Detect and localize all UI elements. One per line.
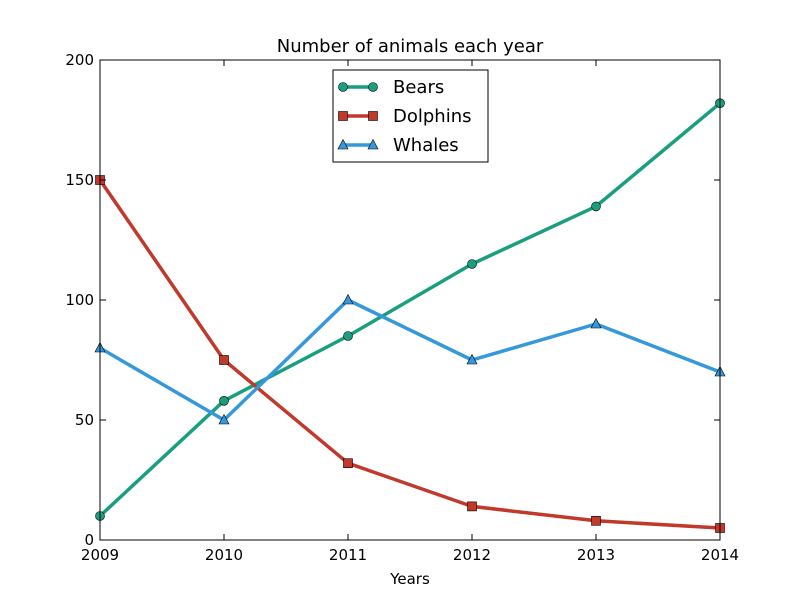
legend-label-dolphins: Dolphins [393, 106, 472, 127]
data-point-dolphins [343, 458, 353, 469]
data-point-bears [467, 259, 477, 269]
chart-title: Number of animals each year [277, 36, 544, 57]
x-tick-label: 2011 [329, 546, 367, 564]
y-tick-label: 50 [75, 411, 94, 429]
legend-marker [338, 111, 348, 121]
data-point-whales [342, 293, 354, 305]
legend: Bears Dolphins Whales [332, 69, 489, 163]
data-point-bears [219, 395, 229, 406]
x-axis-label: Years [389, 570, 430, 588]
x-tick-label: 2009 [81, 546, 119, 564]
y-axis: 0 50 100 150 200 [65, 51, 720, 549]
x-tick-label: 2013 [577, 546, 615, 564]
legend-label-whales: Whales [393, 135, 459, 156]
legend-marker [368, 82, 378, 92]
data-point-dolphins [591, 515, 601, 526]
legend-marker [338, 82, 348, 92]
data-point-dolphins [467, 501, 477, 512]
series-whales [94, 293, 726, 425]
plot-area [94, 98, 726, 533]
series-line-dolphins [100, 179, 720, 530]
data-point-whales [218, 413, 230, 425]
legend-marker [368, 111, 378, 121]
legend-label-bears: Bears [393, 77, 444, 98]
data-point-whales [466, 353, 478, 365]
x-tick-label: 2014 [701, 546, 739, 564]
legend-marker [367, 138, 379, 150]
series-line-bears [100, 101, 720, 518]
y-tick-label: 150 [65, 171, 94, 189]
data-point-dolphins [219, 355, 229, 365]
x-axis: 2009 2010 2011 2012 2013 2014 [81, 60, 739, 564]
data-point-whales [590, 317, 602, 329]
x-tick-label: 2010 [205, 546, 243, 564]
y-tick-label: 100 [65, 291, 94, 309]
series-dolphins [95, 175, 725, 533]
series-bears [95, 98, 725, 521]
x-tick-label: 2012 [453, 546, 491, 564]
data-point-bears [343, 331, 353, 341]
data-point-bears [591, 201, 601, 212]
series-line-whales [100, 298, 720, 422]
y-tick-label: 0 [84, 531, 94, 549]
y-tick-label: 200 [65, 51, 94, 69]
legend-marker [337, 138, 349, 150]
